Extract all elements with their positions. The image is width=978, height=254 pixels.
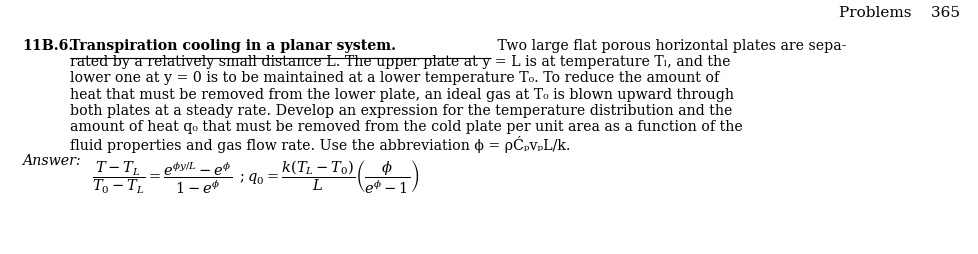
Text: 11B.6.: 11B.6.	[22, 39, 73, 53]
Text: Two large flat porous horizontal plates are sepa-: Two large flat porous horizontal plates …	[492, 39, 845, 53]
Text: rated by a relatively small distance L. The upper plate at y = L is at temperatu: rated by a relatively small distance L. …	[70, 55, 730, 69]
Text: Transpiration cooling in a planar system.: Transpiration cooling in a planar system…	[70, 39, 395, 53]
Text: Answer:: Answer:	[22, 154, 80, 168]
Text: fluid properties and gas flow rate. Use the abbreviation ϕ = ρĆₚvₚL/k.: fluid properties and gas flow rate. Use …	[70, 136, 570, 153]
Text: both plates at a steady rate. Develop an expression for the temperature distribu: both plates at a steady rate. Develop an…	[70, 104, 732, 118]
Text: $\dfrac{T - T_L}{T_0 - T_L} = \dfrac{e^{\phi y/L} - e^{\phi}}{1 - e^{\phi}}\;\;;: $\dfrac{T - T_L}{T_0 - T_L} = \dfrac{e^{…	[92, 158, 419, 196]
Text: amount of heat q₀ that must be removed from the cold plate per unit area as a fu: amount of heat q₀ that must be removed f…	[70, 120, 742, 134]
Text: heat that must be removed from the lower plate, an ideal gas at T₀ is blown upwa: heat that must be removed from the lower…	[70, 88, 734, 102]
Text: lower one at y = 0 is to be maintained at a lower temperature T₀. To reduce the : lower one at y = 0 is to be maintained a…	[70, 71, 719, 85]
Text: Problems    365: Problems 365	[838, 6, 959, 20]
